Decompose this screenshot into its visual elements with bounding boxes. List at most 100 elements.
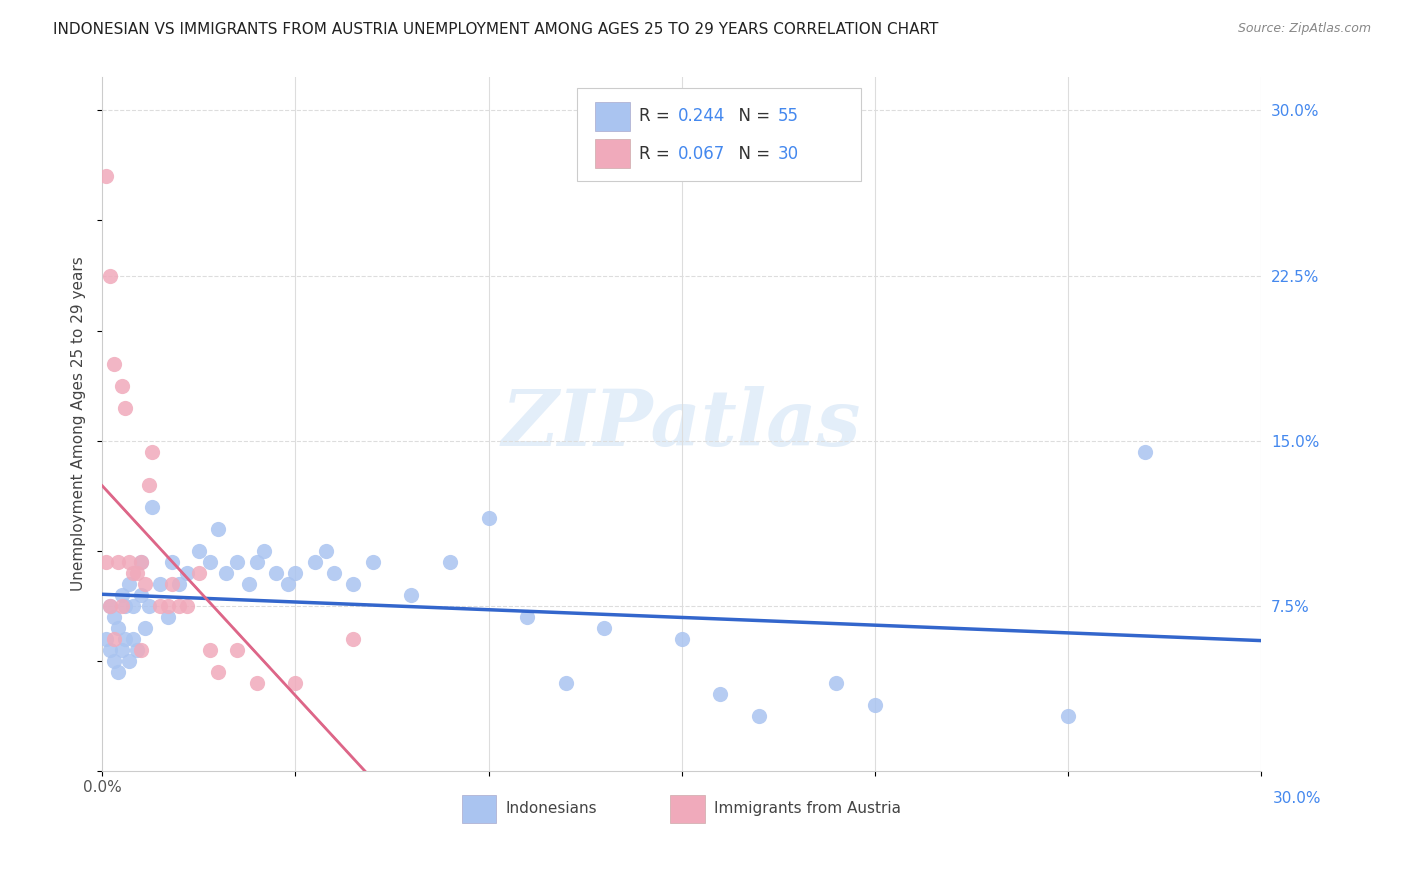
Point	[284, 566, 307, 580]
Point	[129, 555, 152, 569]
Text: 30: 30	[778, 145, 799, 162]
Point	[176, 599, 198, 613]
Point	[118, 576, 141, 591]
FancyBboxPatch shape	[595, 139, 630, 169]
Point	[284, 675, 307, 690]
Point	[125, 566, 148, 580]
Point	[160, 555, 183, 569]
Point	[110, 588, 132, 602]
Point	[103, 654, 125, 668]
Text: R =: R =	[638, 107, 675, 125]
Point	[122, 632, 145, 646]
FancyBboxPatch shape	[671, 795, 704, 822]
Text: 30.0%: 30.0%	[1272, 791, 1322, 805]
Point	[323, 566, 346, 580]
Point	[129, 588, 152, 602]
Point	[98, 599, 121, 613]
Point	[187, 543, 209, 558]
Point	[94, 632, 117, 646]
Point	[107, 621, 129, 635]
Point	[98, 599, 121, 613]
Point	[129, 642, 152, 657]
Point	[114, 632, 136, 646]
Y-axis label: Unemployment Among Ages 25 to 29 years: Unemployment Among Ages 25 to 29 years	[72, 257, 86, 591]
Point	[141, 500, 163, 514]
Point	[134, 621, 156, 635]
Point	[207, 665, 229, 679]
Point	[169, 599, 191, 613]
Point	[110, 642, 132, 657]
FancyBboxPatch shape	[595, 102, 630, 131]
Point	[264, 566, 287, 580]
Point	[103, 357, 125, 371]
Point	[207, 522, 229, 536]
Point	[401, 588, 423, 602]
Point	[215, 566, 238, 580]
Text: R =: R =	[638, 145, 675, 162]
Text: Indonesians: Indonesians	[506, 801, 598, 816]
Point	[516, 609, 538, 624]
Point	[277, 576, 299, 591]
Text: Source: ZipAtlas.com: Source: ZipAtlas.com	[1237, 22, 1371, 36]
Point	[246, 675, 269, 690]
Text: N =: N =	[728, 107, 776, 125]
Point	[160, 576, 183, 591]
Point	[138, 477, 160, 491]
Point	[110, 378, 132, 392]
Point	[134, 576, 156, 591]
Point	[671, 632, 693, 646]
Point	[593, 621, 616, 635]
Point	[94, 555, 117, 569]
Point	[863, 698, 886, 712]
Point	[114, 599, 136, 613]
Point	[114, 401, 136, 415]
Point	[110, 599, 132, 613]
Point	[304, 555, 326, 569]
Point	[129, 555, 152, 569]
Point	[439, 555, 461, 569]
Point	[200, 642, 222, 657]
Text: INDONESIAN VS IMMIGRANTS FROM AUSTRIA UNEMPLOYMENT AMONG AGES 25 TO 29 YEARS COR: INDONESIAN VS IMMIGRANTS FROM AUSTRIA UN…	[53, 22, 939, 37]
Point	[709, 687, 731, 701]
Point	[169, 576, 191, 591]
Point	[149, 599, 172, 613]
Point	[103, 609, 125, 624]
Point	[98, 268, 121, 283]
Point	[138, 599, 160, 613]
Point	[554, 675, 576, 690]
Point	[176, 566, 198, 580]
Point	[156, 599, 179, 613]
Point	[226, 555, 249, 569]
Point	[103, 632, 125, 646]
Point	[94, 169, 117, 184]
Point	[107, 555, 129, 569]
Point	[118, 555, 141, 569]
Point	[200, 555, 222, 569]
Point	[477, 510, 499, 524]
Text: 0.067: 0.067	[678, 145, 725, 162]
Point	[226, 642, 249, 657]
Point	[825, 675, 848, 690]
Point	[118, 654, 141, 668]
FancyBboxPatch shape	[578, 87, 862, 181]
Point	[141, 444, 163, 458]
Text: N =: N =	[728, 145, 776, 162]
Point	[342, 576, 364, 591]
Point	[361, 555, 384, 569]
Point	[342, 632, 364, 646]
Text: 55: 55	[778, 107, 799, 125]
Point	[187, 566, 209, 580]
Text: Immigrants from Austria: Immigrants from Austria	[714, 801, 901, 816]
FancyBboxPatch shape	[461, 795, 496, 822]
Text: 0.244: 0.244	[678, 107, 725, 125]
Point	[253, 543, 276, 558]
Point	[315, 543, 337, 558]
Text: ZIPatlas: ZIPatlas	[502, 386, 862, 462]
Point	[125, 642, 148, 657]
Point	[1135, 444, 1157, 458]
Point	[748, 708, 770, 723]
Point	[246, 555, 269, 569]
Point	[98, 642, 121, 657]
Point	[149, 576, 172, 591]
Point	[1057, 708, 1080, 723]
